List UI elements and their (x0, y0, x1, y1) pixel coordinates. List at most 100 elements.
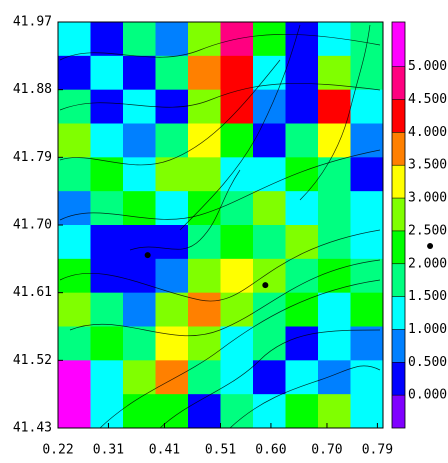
colorbar-band (392, 263, 405, 297)
field-cell (285, 360, 319, 395)
field-cell (123, 123, 156, 158)
field-cell (90, 326, 124, 361)
field-cell (220, 55, 254, 91)
field-cell (350, 123, 384, 158)
point (262, 282, 269, 289)
colorbar-band (392, 230, 405, 264)
foreground: 0.22 0.31 0.41 0.51 0.60 0.70 0.79 41.97 41.88 41… (13, 15, 447, 458)
field-cell (220, 326, 254, 361)
colorbar-label: 5.000 (408, 59, 447, 74)
field-cell (253, 123, 286, 158)
field-cell (90, 123, 124, 158)
field-cell (123, 89, 156, 124)
field-cell (220, 191, 254, 226)
y-tick-label: 41.88 (13, 82, 52, 97)
y-tick-label: 41.61 (13, 285, 52, 300)
field-cell (318, 157, 351, 192)
field-cell (188, 55, 221, 91)
field-cell (123, 258, 156, 294)
field-cell (253, 326, 286, 361)
field (58, 22, 384, 429)
field-cell (285, 157, 319, 192)
field-cell (253, 225, 286, 260)
y-tick-label: 41.43 (13, 421, 52, 436)
field-cell (220, 123, 254, 158)
field-cell (318, 258, 351, 294)
field-cell (90, 22, 124, 57)
field-cell (123, 55, 156, 91)
field-cell (350, 292, 384, 327)
x-tick-label: 0.22 (42, 443, 73, 458)
field-cell (90, 258, 124, 294)
field-cell (285, 22, 319, 57)
field-cell (253, 191, 286, 226)
colorbar-band (392, 66, 405, 100)
colorbar-label: 1.500 (408, 289, 447, 304)
x-tick-label: 0.31 (93, 443, 124, 458)
x-tick-label: 0.51 (205, 443, 236, 458)
field-cell (155, 191, 189, 226)
field-cell (188, 225, 221, 260)
field-cell (350, 225, 384, 260)
x-tick-label: 0.41 (149, 443, 180, 458)
field-cell (188, 292, 221, 327)
field-cell (220, 225, 254, 260)
field-cell (58, 292, 91, 327)
field-cell (253, 22, 286, 57)
field-cell (90, 157, 124, 192)
field-cell (220, 89, 254, 124)
field-cell (58, 191, 91, 226)
field-cell (90, 292, 124, 327)
field-cell (220, 394, 254, 429)
field-cell (285, 292, 319, 327)
field-cell (188, 326, 221, 361)
point (144, 252, 151, 259)
colorbar-band (392, 132, 405, 166)
field-cell (188, 258, 221, 294)
field-cell (285, 225, 319, 260)
field-cell (90, 55, 124, 91)
field-cell (285, 394, 319, 429)
field-cell (90, 225, 124, 260)
x-tick-label: 0.79 (362, 443, 393, 458)
x-tick-label: 0.60 (255, 443, 286, 458)
field-cell (188, 22, 221, 57)
y-tick-label: 41.52 (13, 353, 52, 368)
colorbar-band (392, 22, 405, 67)
field-cell (123, 191, 156, 226)
field-cell (350, 55, 384, 91)
field-cell (58, 225, 91, 260)
field-cell (253, 157, 286, 192)
y-tick-label: 41.97 (13, 15, 52, 30)
field-cell (155, 360, 189, 395)
colorbar-label: 2.000 (408, 256, 447, 271)
colorbar-band (392, 395, 405, 428)
field-cell (58, 123, 91, 158)
field-cell (350, 157, 384, 192)
colorbar-frame (391, 21, 406, 429)
colorbar-label: 4.000 (408, 125, 447, 140)
field-cell (253, 89, 286, 124)
field-cell (155, 55, 189, 91)
colorbar-band (392, 99, 405, 133)
y-tick-label: 41.70 (13, 218, 52, 233)
field-cell (155, 123, 189, 158)
field-cell (253, 258, 286, 294)
field-cell (90, 394, 124, 429)
field-cell (58, 157, 91, 192)
field-cell (188, 360, 221, 395)
field-cell (350, 22, 384, 57)
field-cell (155, 292, 189, 327)
field-cell (285, 258, 319, 294)
field-cell (188, 394, 221, 429)
field-cell (318, 225, 351, 260)
field-cell (58, 22, 91, 57)
colorbar-band (392, 198, 405, 231)
field-cell (123, 225, 156, 260)
colorbar-band (392, 362, 405, 396)
field-cell (318, 89, 351, 124)
field-cell (123, 326, 156, 361)
colorbar-label: 4.500 (408, 92, 447, 107)
field-cell (350, 326, 384, 361)
